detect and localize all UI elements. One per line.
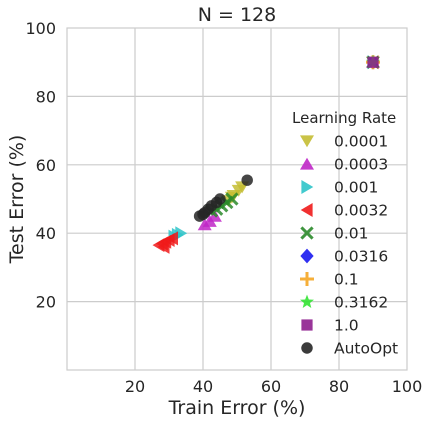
data-point <box>197 208 209 221</box>
y-tick-label: 40 <box>36 224 56 243</box>
y-axis-label: Test Error (%) <box>6 135 28 265</box>
legend-item: 0.0316 <box>300 248 388 266</box>
chart-title: N = 128 <box>198 4 276 26</box>
tick-labels: 20 40 60 80 100 20 40 60 80 100 <box>25 19 422 396</box>
x-tick-label: 80 <box>329 377 349 396</box>
legend-label: 1.0 <box>334 317 359 335</box>
legend-label: AutoOpt <box>334 340 398 358</box>
data-point <box>241 174 253 186</box>
x-tick-label: 60 <box>261 377 281 396</box>
x-tick-label: 100 <box>392 377 423 396</box>
data-point <box>225 192 239 206</box>
legend-marker-triangle-right <box>301 180 314 194</box>
legend-item: 0.1 <box>300 271 359 289</box>
y-tick-label: 20 <box>36 293 56 312</box>
legend-label: 0.0001 <box>334 133 388 151</box>
x-axis-label: Train Error (%) <box>168 397 306 419</box>
legend-item: 0.3162 <box>300 294 388 312</box>
x-tick-label: 20 <box>125 377 145 396</box>
series-1-0 <box>367 56 379 68</box>
y-tick-label: 60 <box>36 156 56 175</box>
data-point <box>157 239 170 254</box>
legend-label: 0.001 <box>334 179 378 197</box>
data-point <box>166 231 178 246</box>
legend-marker-circle <box>301 342 313 354</box>
legend-marker-diamond <box>300 248 314 264</box>
legend-item: 1.0 <box>301 317 359 335</box>
legend-label: 0.1 <box>334 271 359 289</box>
legend-item: 0.0003 <box>300 156 388 174</box>
legend-item: AutoOpt <box>301 340 398 358</box>
data-point <box>214 193 226 205</box>
y-tick-label: 100 <box>25 19 56 38</box>
legend-title: Learning Rate <box>292 109 396 127</box>
data-point <box>367 56 379 68</box>
x-tick-label: 40 <box>193 377 213 396</box>
series-autoopt <box>193 174 253 222</box>
grid-lines <box>67 28 407 370</box>
legend-marker-triangle-left <box>300 203 313 217</box>
legend-marker-triangle-down <box>300 135 314 148</box>
legend-label: 0.0003 <box>334 156 388 174</box>
legend-item: 0.001 <box>301 179 378 197</box>
legend-label: 0.0316 <box>334 248 388 266</box>
legend-label: 0.0032 <box>334 202 388 220</box>
legend-marker-x <box>300 226 314 240</box>
legend-marker-star <box>300 294 314 308</box>
legend-item: 0.0001 <box>300 133 388 151</box>
legend-marker-plus <box>300 272 314 286</box>
legend-label: 0.3162 <box>334 294 388 312</box>
legend-marker-square <box>301 319 313 331</box>
legend-item: 0.0032 <box>300 202 388 220</box>
plot-background <box>66 27 408 371</box>
y-tick-label: 80 <box>36 87 56 106</box>
legend: Learning Rate 0.0001 0.0003 0.001 0.0032 0.0… <box>292 109 398 358</box>
legend-label: 0.01 <box>334 225 369 243</box>
legend-item: 0.01 <box>300 225 369 243</box>
legend-marker-triangle-up <box>300 157 314 170</box>
data-points <box>152 54 380 254</box>
